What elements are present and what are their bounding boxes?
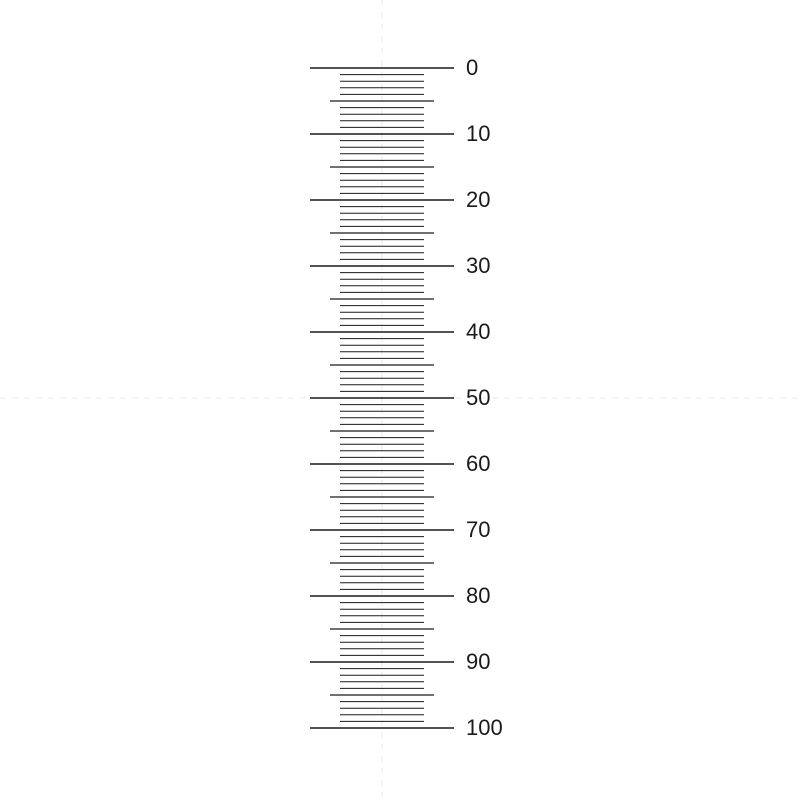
tick-label: 40 — [466, 319, 490, 344]
tick-label: 100 — [466, 715, 503, 740]
tick-label: 20 — [466, 187, 490, 212]
tick-label: 90 — [466, 649, 490, 674]
tick-label: 30 — [466, 253, 490, 278]
tick-label: 70 — [466, 517, 490, 542]
tick-label: 80 — [466, 583, 490, 608]
ticks-group — [310, 68, 454, 728]
tick-label: 50 — [466, 385, 490, 410]
tick-label: 60 — [466, 451, 490, 476]
background — [0, 0, 800, 800]
tick-label: 10 — [466, 121, 490, 146]
ruler-diagram: 0 10 20 30 40 50 60 70 80 90 100 — [0, 0, 800, 800]
tick-label: 0 — [466, 55, 478, 80]
